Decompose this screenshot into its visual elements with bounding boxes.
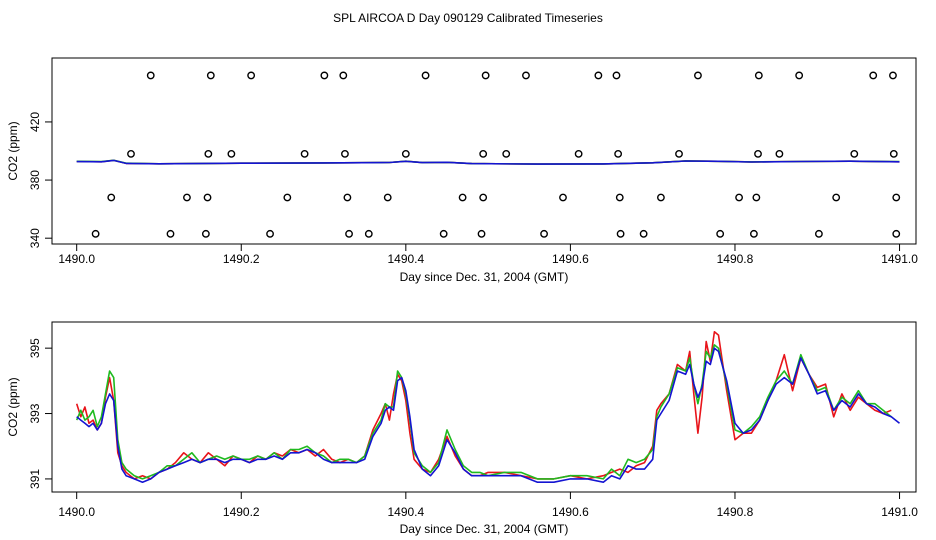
x-tick-label: 1490.2 [223, 252, 260, 266]
top-panel: Day since Dec. 31, 2004 (GMT) CO2 (ppm) … [6, 57, 918, 284]
x-tick-label: 1490.0 [58, 252, 95, 266]
top-series-lines [76, 159, 900, 165]
scatter-point [343, 193, 352, 202]
scatter-point [439, 229, 448, 238]
scatter-point [458, 193, 467, 202]
top-x-axis-label: Day since Dec. 31, 2004 (GMT) [400, 270, 569, 284]
bottom-panel: Day since Dec. 31, 2004 (GMT) CO2 (ppm) … [6, 321, 918, 536]
scatter-point [754, 150, 762, 158]
x-tick-label: 1491.0 [881, 505, 918, 519]
scatter-point [615, 193, 624, 202]
scatter-point [383, 193, 392, 202]
series-line-blue [76, 159, 900, 165]
y-tick-label: 380 [28, 170, 42, 190]
top-y-ticks: 340 380 420 [28, 112, 52, 248]
scatter-point [127, 150, 135, 158]
scatter-point [479, 150, 488, 158]
scatter-point [752, 193, 761, 202]
scatter-point [206, 71, 215, 80]
y-tick-label: 420 [28, 112, 42, 132]
x-tick-label: 1490.4 [387, 252, 424, 266]
x-tick-label: 1490.8 [717, 252, 754, 266]
scatter-point [869, 71, 878, 80]
scatter-point [850, 150, 859, 158]
scatter-point [892, 193, 901, 202]
scatter-point [91, 229, 100, 238]
bottom-y-axis-label: CO2 (ppm) [6, 377, 20, 436]
top-plot-frame [51, 57, 917, 245]
scatter-point [522, 71, 530, 80]
scatter-point [320, 71, 329, 80]
scatter-point [300, 150, 309, 158]
x-tick-label: 1490.6 [552, 252, 589, 266]
scatter-point [574, 150, 583, 158]
y-tick-label: 393 [28, 403, 42, 423]
scatter-point [892, 229, 901, 238]
scatter-point [889, 71, 897, 80]
figure-title: SPL AIRCOA D Day 090129 Calibrated Times… [333, 11, 603, 25]
x-tick-label: 1490.0 [58, 505, 95, 519]
scatter-point [749, 229, 758, 238]
scatter-point [183, 193, 191, 202]
scatter-point [481, 71, 490, 80]
scatter-point [657, 193, 665, 202]
scatter-point [675, 150, 683, 158]
scatter-point [889, 150, 898, 158]
scatter-point [754, 71, 763, 80]
scatter-point [694, 71, 702, 80]
y-tick-label: 395 [28, 338, 42, 358]
scatter-point [107, 193, 116, 202]
scatter-point [283, 193, 292, 202]
scatter-point [775, 150, 784, 158]
top-scatter-points [91, 71, 901, 238]
x-tick-label: 1490.8 [717, 505, 754, 519]
scatter-point [479, 193, 488, 202]
scatter-point [614, 150, 623, 158]
top-x-ticks: 1490.0 1490.2 1490.4 1490.6 1490.8 1491.0 [58, 244, 918, 266]
bottom-series-lines [75, 330, 900, 484]
scatter-point [201, 229, 210, 238]
top-y-axis-label: CO2 (ppm) [6, 121, 20, 180]
scatter-point [477, 229, 486, 238]
scatter-point [247, 71, 256, 80]
x-tick-label: 1490.2 [223, 505, 260, 519]
scatter-point [166, 229, 175, 238]
scatter-point [559, 193, 567, 202]
scatter-point [266, 229, 274, 238]
scatter-point [735, 193, 743, 202]
x-tick-label: 1490.6 [552, 505, 589, 519]
scatter-point [832, 193, 841, 202]
bottom-plot-frame [51, 321, 917, 493]
scatter-point [540, 229, 548, 238]
x-tick-label: 1491.0 [881, 252, 918, 266]
series-line-blue [76, 347, 900, 484]
scatter-point [421, 71, 430, 80]
scatter-point [795, 71, 804, 80]
y-tick-label: 340 [28, 228, 42, 248]
scatter-point [341, 150, 349, 158]
scatter-point [716, 229, 725, 238]
scatter-point [594, 71, 603, 80]
scatter-point [401, 150, 410, 158]
x-tick-label: 1490.4 [387, 505, 424, 519]
scatter-point [639, 229, 648, 238]
scatter-point [203, 193, 212, 202]
scatter-point [364, 229, 373, 238]
bottom-x-ticks: 1490.0 1490.2 1490.4 1490.6 1490.8 1491.0 [58, 492, 918, 519]
scatter-point [146, 71, 155, 80]
scatter-point [339, 71, 348, 80]
scatter-point [616, 229, 625, 238]
bottom-y-ticks: 391 393 395 [28, 338, 52, 489]
scatter-point [502, 150, 511, 158]
scatter-point [227, 150, 236, 158]
scatter-point [345, 229, 353, 238]
scatter-point [204, 150, 213, 158]
scatter-point [612, 71, 621, 80]
scatter-point [815, 229, 823, 238]
bottom-x-axis-label: Day since Dec. 31, 2004 (GMT) [400, 522, 569, 536]
y-tick-label: 391 [28, 469, 42, 489]
